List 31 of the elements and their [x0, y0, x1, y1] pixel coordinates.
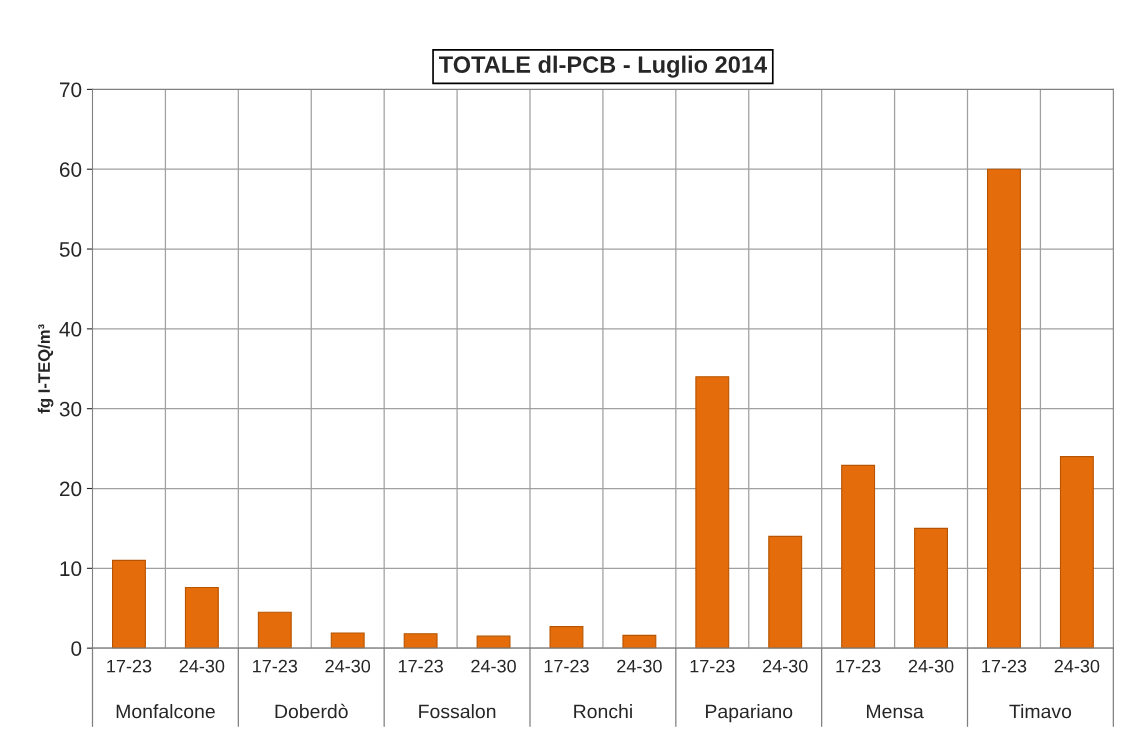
- x-tick-label: 17-23: [107, 659, 152, 673]
- x-tick-label: 24-30: [471, 659, 516, 673]
- y-tick-label: 50: [59, 242, 82, 257]
- x-tick-label: 24-30: [179, 659, 225, 673]
- y-tick-label: 0: [71, 641, 82, 656]
- x-tick-label: 17-23: [398, 659, 443, 673]
- text: Ronchi: [574, 704, 632, 719]
- text: Doberdò: [275, 703, 348, 719]
- text: Papariano: [706, 704, 793, 723]
- x-tick-label: 24-30: [617, 659, 662, 673]
- x-tick-label: 24-30: [908, 659, 954, 673]
- y-tick-label: 20: [59, 481, 82, 497]
- text: Monfalcone: [116, 704, 215, 719]
- y-tick-label: 40: [59, 321, 82, 337]
- x-tick-label: 17-23: [982, 659, 1027, 673]
- x-tick-label: 24-30: [1054, 659, 1100, 673]
- y-tick-label: 70: [59, 82, 82, 98]
- x-tick-label: 17-23: [836, 659, 881, 673]
- text: Timavo: [1009, 704, 1072, 719]
- x-tick-label: 17-23: [253, 659, 298, 673]
- x-tick-label: 24-30: [763, 659, 808, 673]
- text: Fossalon: [419, 704, 496, 719]
- chart-title: TOTALE dl-PCB - Luglio 2014: [438, 55, 768, 78]
- text: Mensa: [867, 704, 924, 719]
- x-tick-label: 17-23: [544, 659, 589, 673]
- y-tick-label: 30: [59, 401, 82, 417]
- y-tick-label: 60: [59, 162, 82, 177]
- y-axis-title: fg I-TEQ/m³: [37, 324, 54, 414]
- x-tick-label: 24-30: [325, 659, 371, 673]
- y-tick-label: 10: [60, 561, 82, 577]
- x-tick-label: 17-23: [690, 659, 735, 673]
